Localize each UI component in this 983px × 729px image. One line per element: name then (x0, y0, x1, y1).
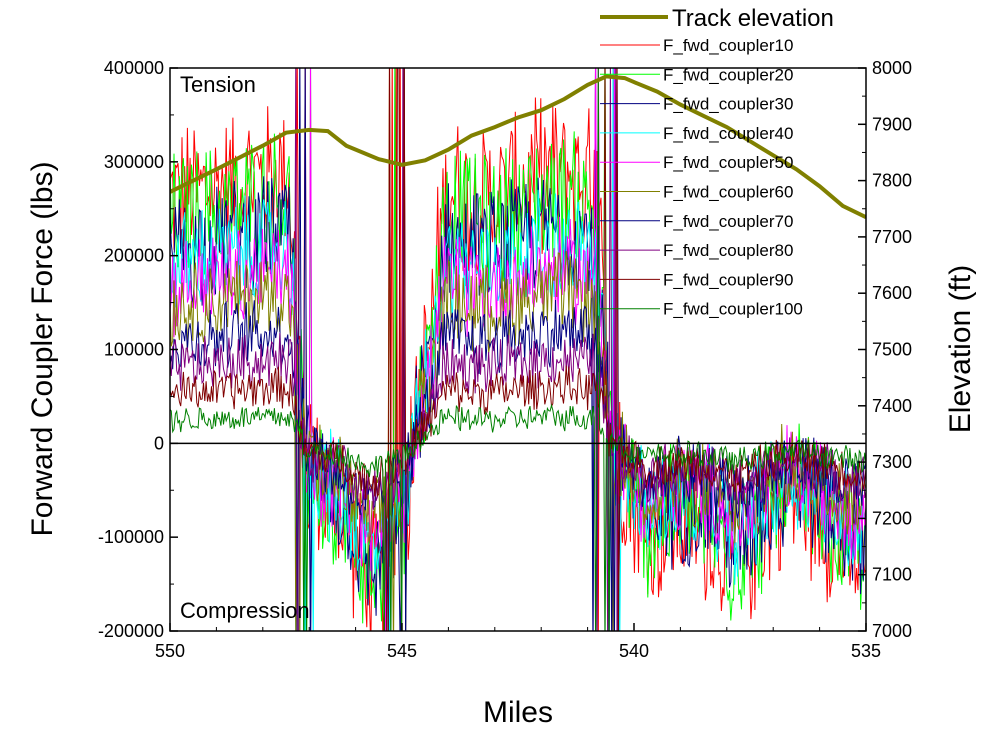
series-line-F_fwd_coupler70 (170, 68, 866, 631)
ticks-layer: 550 545 540 535 400000 300000 200000 100000 0 -10… (98, 58, 912, 661)
series-line-F_fwd_coupler100 (170, 68, 866, 631)
legend-label: F_fwd_coupler40 (663, 124, 793, 143)
y2-tick-label: 7100 (872, 565, 912, 585)
y-tick-label: 0 (154, 433, 164, 453)
legend-label-track-elevation: Track elevation (672, 5, 834, 32)
x-axis-title: Miles (483, 696, 553, 729)
y2-tick-label: 7400 (872, 396, 912, 416)
legend-label: F_fwd_coupler90 (663, 270, 793, 289)
y-tick-label: 300000 (104, 152, 164, 172)
legend-label: F_fwd_coupler100 (663, 300, 803, 319)
legend-label: F_fwd_coupler20 (663, 65, 793, 84)
y2-tick-label: 7000 (872, 621, 912, 641)
y-tick-label: 200000 (104, 246, 164, 266)
series-line-F_fwd_coupler80 (170, 68, 866, 631)
compression-annotation: Compression (180, 598, 310, 623)
y2-axis-title: Elevation (ft) (944, 265, 977, 433)
y-axis-title: Forward Coupler Force (lbs) (26, 161, 59, 536)
y-tick-label: 100000 (104, 340, 164, 360)
x-tick-label: 545 (387, 641, 417, 661)
legend: Track elevation F_fwd_coupler10 F_fwd_coup… (600, 5, 834, 319)
y2-tick-label: 7500 (872, 340, 912, 360)
elevation-layer (170, 74, 866, 219)
y2-tick-label: 7200 (872, 508, 912, 528)
legend-label: F_fwd_coupler70 (663, 212, 793, 231)
y-tick-label: -100000 (98, 527, 164, 547)
series-line-F_fwd_coupler60 (170, 68, 866, 631)
y2-tick-label: 7800 (872, 171, 912, 191)
y2-tick-label: 7600 (872, 283, 912, 303)
x-tick-label: 540 (619, 641, 649, 661)
series-line-F_fwd_coupler90 (170, 68, 866, 631)
track-elevation-line (170, 74, 866, 219)
legend-label: F_fwd_coupler60 (663, 183, 793, 202)
series-layer (170, 68, 866, 631)
legend-label: F_fwd_coupler10 (663, 36, 793, 55)
y2-tick-label: 8000 (872, 58, 912, 78)
y-tick-label: -200000 (98, 621, 164, 641)
legend-label: F_fwd_coupler30 (663, 95, 793, 114)
x-tick-label: 550 (155, 641, 185, 661)
tension-annotation: Tension (180, 72, 256, 97)
legend-label: F_fwd_coupler80 (663, 241, 793, 260)
x-tick-label: 535 (851, 641, 881, 661)
y2-tick-label: 7300 (872, 452, 912, 472)
legend-label: F_fwd_coupler50 (663, 153, 793, 172)
y-tick-label: 400000 (104, 58, 164, 78)
y2-tick-label: 7700 (872, 227, 912, 247)
y2-tick-label: 7900 (872, 114, 912, 134)
